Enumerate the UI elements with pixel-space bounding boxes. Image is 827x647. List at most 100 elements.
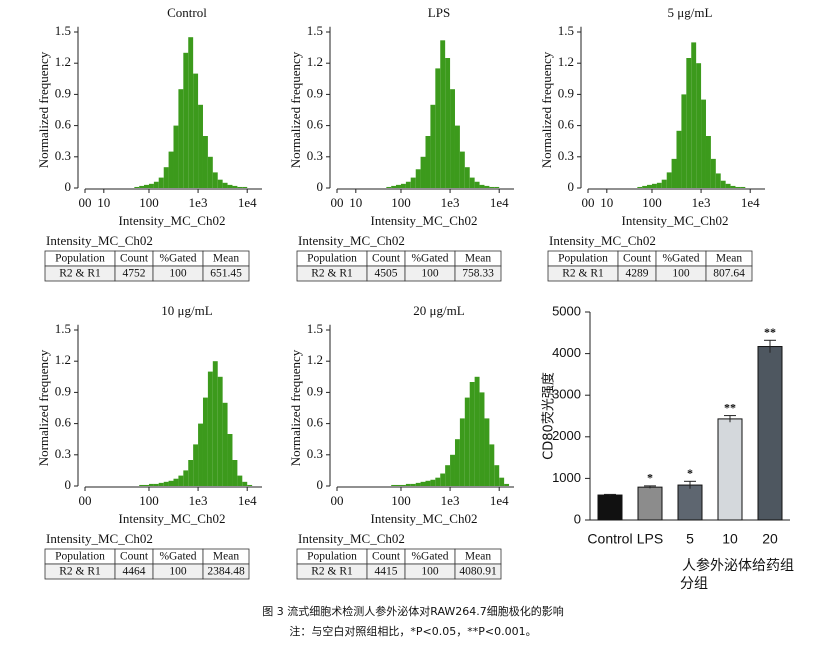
error-bar	[764, 339, 776, 353]
histogram-bar	[193, 444, 199, 486]
x-tick-label: Control	[587, 531, 632, 547]
chart-title: Control	[167, 5, 207, 20]
x-tick-label: 1e3	[441, 195, 460, 210]
significance-mark: **	[724, 400, 736, 414]
histogram-bar	[494, 465, 500, 486]
y-tick-label: 0.3	[55, 446, 71, 461]
chart-title: 20 μg/mL	[413, 303, 464, 318]
histogram-bar	[163, 167, 169, 188]
histogram-bar	[153, 181, 159, 188]
histogram-bar	[656, 182, 662, 188]
table-value: 4752	[123, 268, 146, 280]
table-value: 100	[421, 268, 439, 280]
histogram-bar	[139, 185, 144, 188]
histogram-bar	[395, 184, 401, 188]
histogram-bar	[148, 483, 154, 486]
x-tick-label: 1e4	[238, 493, 257, 508]
histogram-bar	[725, 183, 731, 188]
chart-title: LPS	[428, 5, 450, 20]
chart-title: 10 μg/mL	[161, 303, 212, 318]
y-tick-label: 1.5	[307, 23, 323, 38]
table-value: R2 & R1	[311, 566, 353, 578]
histogram-bar	[405, 483, 411, 486]
histogram-panel: 5 μg/mL Normalized frequency Intensity_MC_…	[539, 5, 765, 228]
y-tick-label: 0.6	[307, 415, 324, 430]
x-tick-label: 100	[642, 195, 662, 210]
histogram-bar	[227, 184, 233, 188]
histogram-bar	[143, 484, 149, 486]
histogram-bar	[242, 481, 248, 486]
histogram-bar	[153, 483, 159, 486]
histogram-bar	[415, 482, 421, 486]
table-value: 807.64	[713, 268, 745, 280]
table-value: R2 & R1	[59, 268, 101, 280]
x-axis-label: Intensity_MC_Ch02	[371, 213, 478, 228]
y-tick-label: 0	[574, 511, 581, 526]
histogram-panel: 20 μg/mL Normalized frequency Intensity_MC…	[288, 303, 514, 526]
histogram-bar	[183, 470, 189, 486]
histogram-bar	[459, 151, 465, 188]
histogram-bar	[464, 397, 470, 486]
x-tick-label: 100	[391, 195, 411, 210]
histogram-bar	[735, 186, 741, 188]
histogram-bar	[227, 434, 233, 486]
histogram-bar	[445, 465, 451, 486]
table-value: R2 & R1	[311, 268, 353, 280]
table-cell	[202, 265, 250, 282]
y-axis-label: Normalized frequency	[36, 51, 51, 168]
y-tick-label: 0.9	[558, 85, 574, 100]
y-tick-label: 1.5	[307, 321, 323, 336]
table-cell	[202, 563, 250, 580]
histogram-bar	[148, 183, 154, 188]
error-bar	[644, 485, 656, 489]
histogram-bar	[454, 125, 460, 188]
histogram-bar	[212, 172, 218, 188]
histogram-bar	[681, 94, 687, 188]
y-tick-label: 1.2	[558, 54, 574, 69]
histogram-bar	[720, 180, 726, 188]
x-tick-label: 00	[79, 195, 92, 210]
bar	[757, 346, 783, 521]
y-tick-label: 1.5	[55, 23, 71, 38]
table-title: Intensity_MC_Ch02	[46, 531, 153, 546]
x-tick-label: 5	[686, 531, 694, 547]
table-value: R2 & R1	[562, 268, 604, 280]
x-tick-label: 1e3	[189, 493, 208, 508]
stats-table: Intensity_MC_Ch02 Population Count %Gated Me…	[296, 233, 502, 282]
histogram-bar	[651, 183, 657, 188]
y-tick-label: 5000	[552, 303, 581, 318]
significance-mark: **	[764, 325, 776, 339]
x-tick-label: 00	[331, 195, 344, 210]
y-tick-label: 0	[568, 179, 575, 194]
table-title: Intensity_MC_Ch02	[46, 233, 153, 248]
histogram-bar	[173, 125, 179, 188]
histogram-bar	[435, 68, 441, 188]
x-tick-label: 00	[582, 195, 595, 210]
histogram-bar	[474, 181, 480, 188]
histogram-bar	[499, 477, 505, 486]
table-value: 4415	[375, 566, 398, 578]
y-tick-label: 4000	[552, 345, 581, 360]
histogram-bar	[730, 185, 736, 188]
table-header: %Gated	[159, 551, 196, 563]
table-header: Mean	[465, 253, 491, 265]
table-value: 651.45	[210, 268, 242, 280]
y-tick-label: 1.5	[558, 23, 574, 38]
histogram-bar	[173, 478, 179, 486]
table-header: Population	[55, 253, 105, 265]
y-tick-label: 1.2	[307, 54, 323, 69]
histogram-bar	[420, 156, 426, 188]
x-tick-label: 10	[349, 195, 362, 210]
histogram-bar	[691, 42, 697, 189]
y-tick-label: 0.3	[55, 148, 71, 163]
histogram-bar	[232, 185, 238, 188]
histogram-bar	[469, 382, 475, 486]
table-header: Population	[307, 551, 357, 563]
histogram-bar	[715, 173, 721, 188]
significance-mark: *	[687, 466, 693, 480]
chart-title: 5 μg/mL	[668, 5, 713, 20]
histogram-bar	[420, 481, 426, 486]
histogram-bar	[391, 484, 396, 486]
histogram-bar	[686, 58, 692, 188]
histogram-bar	[705, 136, 711, 188]
